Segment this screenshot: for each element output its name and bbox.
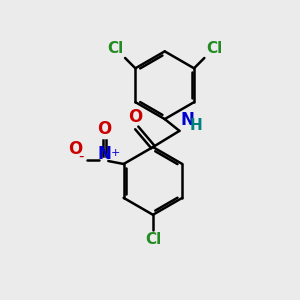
Text: O: O [98,120,112,138]
Text: -: - [78,149,83,164]
Text: N: N [181,111,194,129]
Text: Cl: Cl [145,232,161,247]
Text: H: H [190,118,203,133]
Text: Cl: Cl [206,41,222,56]
Text: Cl: Cl [107,41,124,56]
Text: O: O [128,108,142,126]
Text: N: N [98,145,111,163]
Text: O: O [68,140,83,158]
Text: +: + [110,148,120,158]
